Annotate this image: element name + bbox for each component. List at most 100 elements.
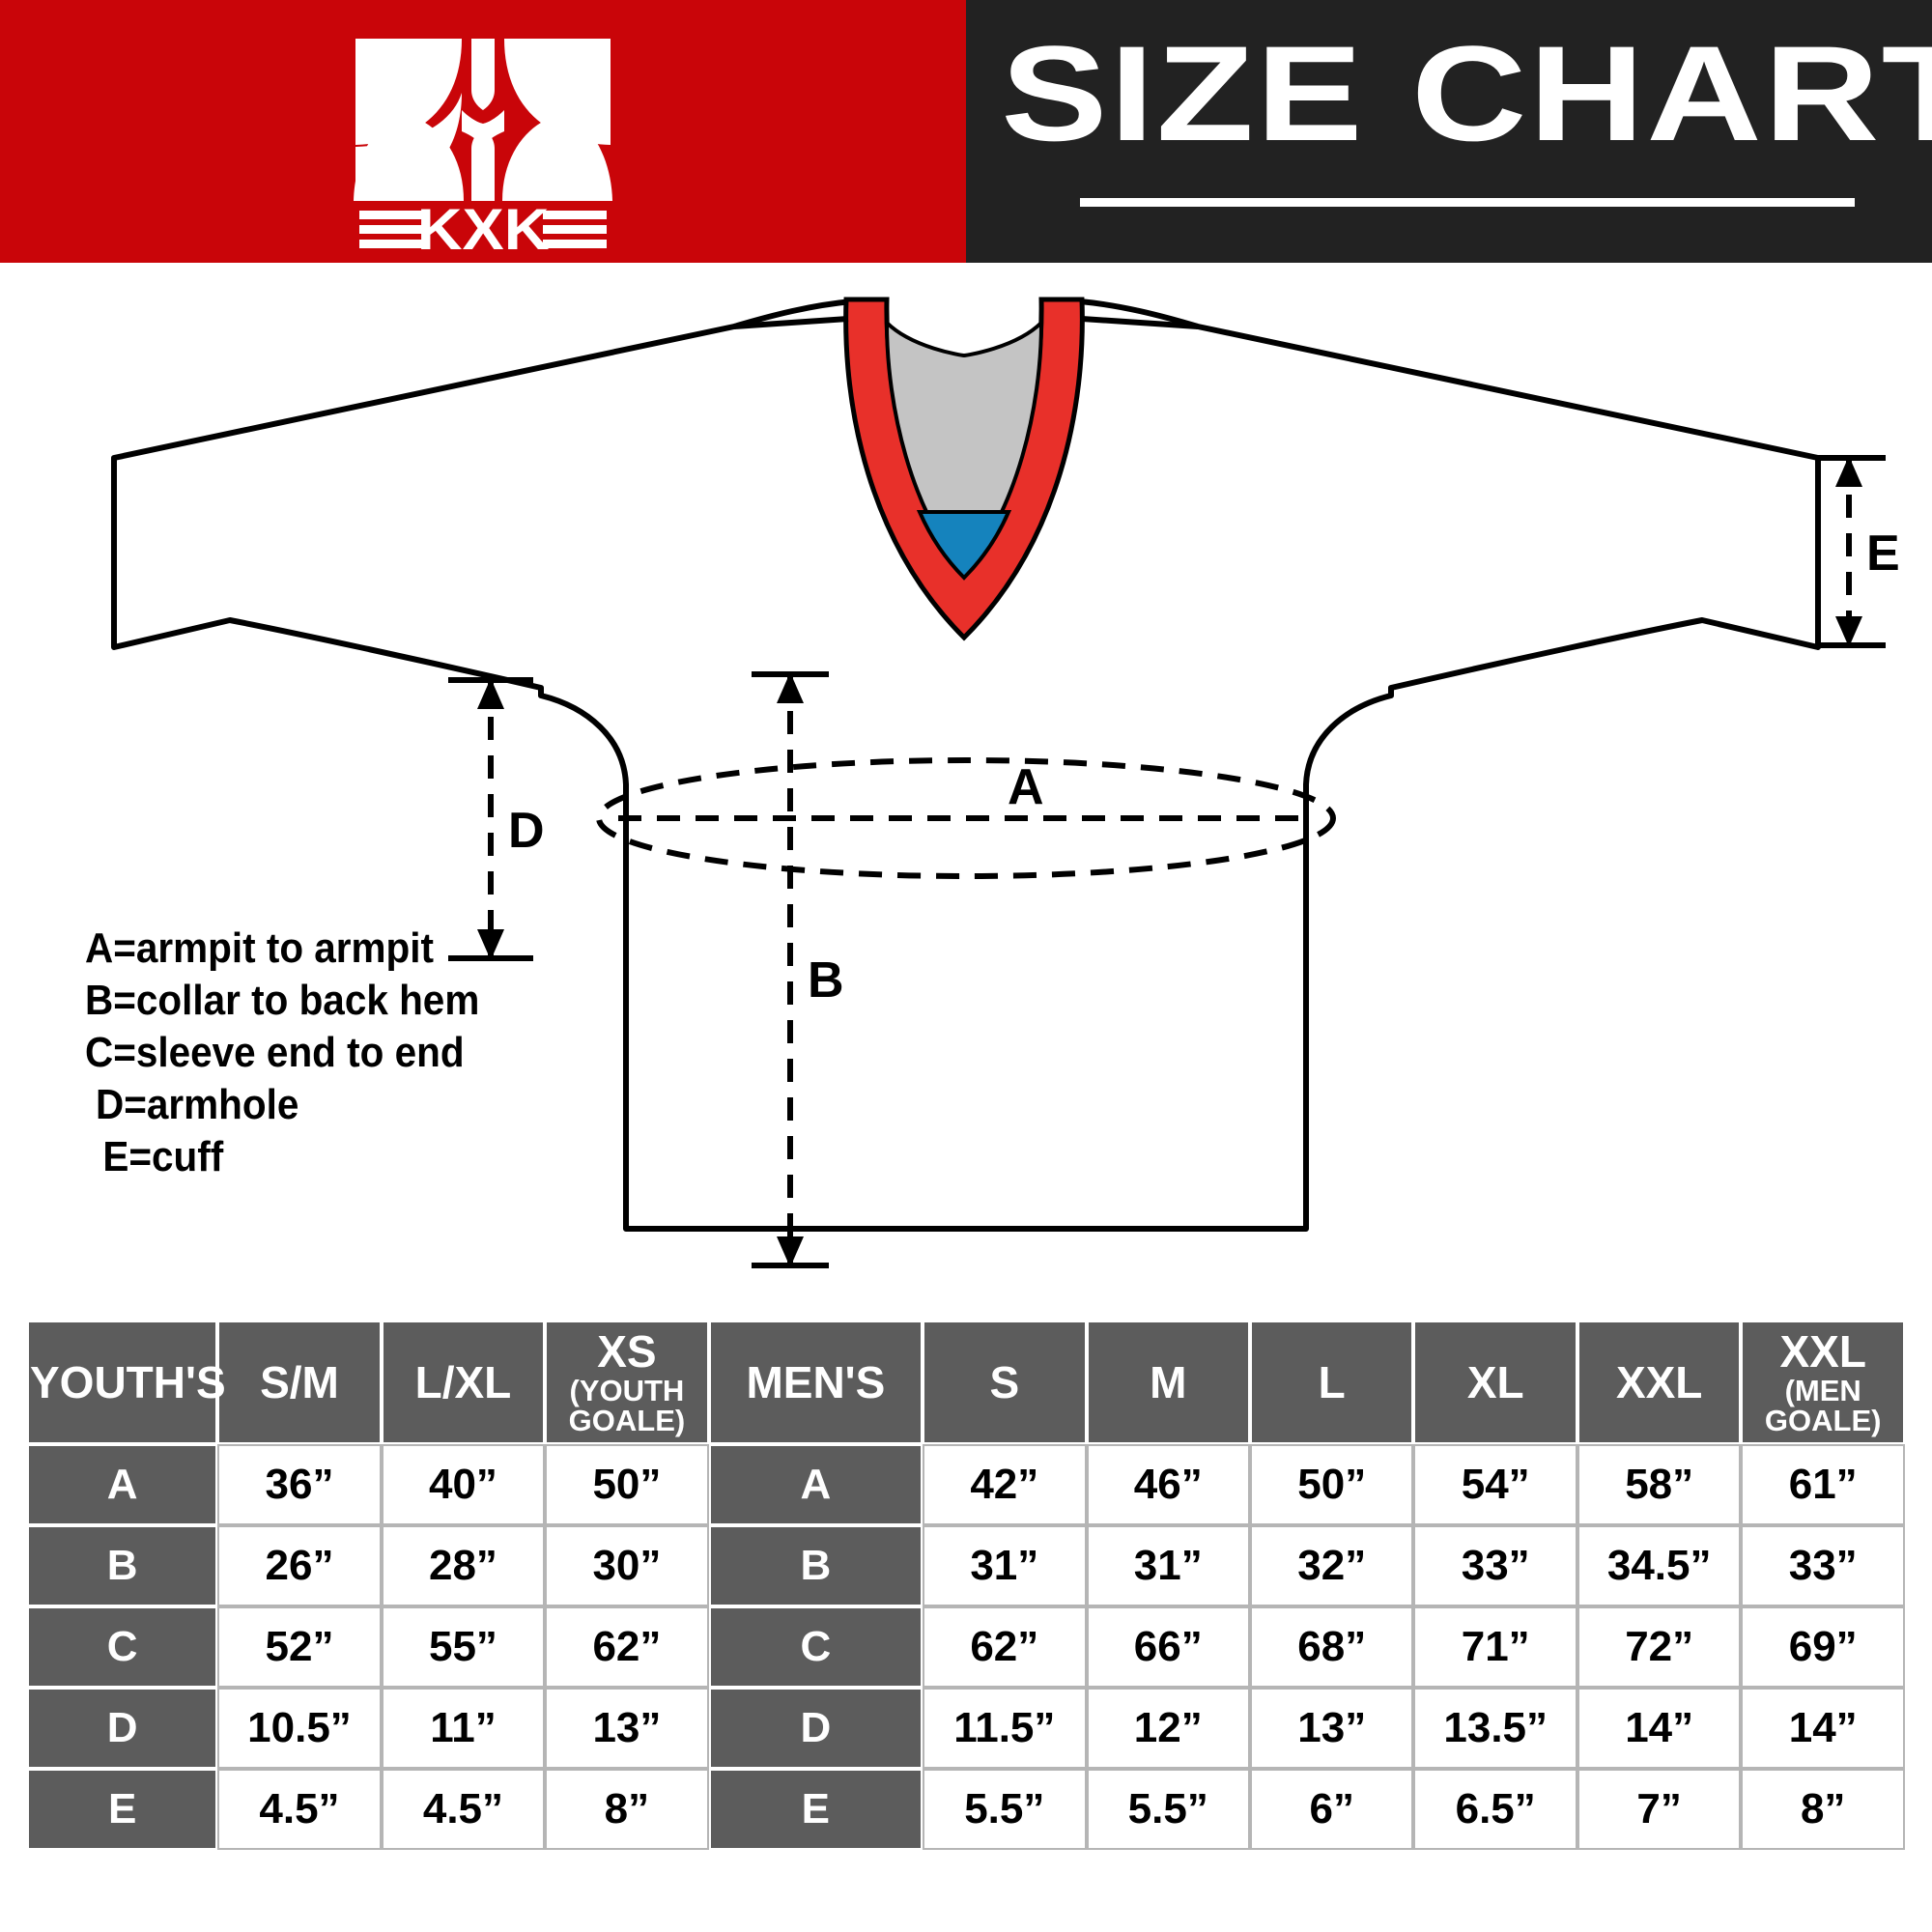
table-row: B 26” 28” 30” B 31” 31” 32” 33” 34.5” 33” (29, 1527, 1903, 1605)
header-brand-panel: KXK (0, 0, 966, 263)
cell-youth-D-0: 10.5” (219, 1690, 380, 1767)
column-header-men-4: XXL (1578, 1322, 1740, 1442)
cell-youth-A-1: 40” (383, 1446, 544, 1523)
cell-youth-C-0: 52” (219, 1608, 380, 1686)
page-title-text: SIZE CHART (1001, 17, 1932, 169)
shoulder-seam-left (733, 316, 849, 329)
cell-youth-A-0: 36” (219, 1446, 380, 1523)
cell-men-C-2: 68” (1252, 1608, 1412, 1686)
column-header-men-2: L (1252, 1322, 1412, 1442)
column-header-youth-2: XS (YOUTH GOALE) (547, 1322, 707, 1442)
row-label-youth-E: E (29, 1771, 216, 1848)
cell-youth-B-1: 28” (383, 1527, 544, 1605)
cell-youth-E-0: 4.5” (219, 1771, 380, 1848)
legend-line-e: E=cuff (102, 1133, 224, 1181)
collar-inner (884, 318, 1044, 573)
column-header-men-3: XL (1415, 1322, 1576, 1442)
cell-men-D-0: 11.5” (924, 1690, 1085, 1767)
cell-men-A-3: 54” (1415, 1446, 1576, 1523)
column-header-sub: (MEN GOALE) (1764, 1373, 1882, 1437)
cell-youth-E-1: 4.5” (383, 1771, 544, 1848)
measurement-legend: A=armpit to armpit B=collar to back hem … (85, 923, 636, 1184)
page-title: SIZE CHART (1001, 26, 1932, 161)
cell-men-B-4: 34.5” (1578, 1527, 1740, 1605)
kxk-logo: KXK (354, 39, 612, 249)
table-row: D 10.5” 11” 13” D 11.5” 12” 13” 13.5” 14” 14” (29, 1690, 1903, 1767)
cell-youth-B-2: 30” (547, 1527, 707, 1605)
page-header: KXK SIZE CHART (0, 0, 1932, 263)
cell-men-C-4: 72” (1578, 1608, 1740, 1686)
header-title-panel: SIZE CHART (966, 0, 1932, 263)
measure-e-arrow (1816, 455, 1886, 648)
cell-men-C-0: 62” (924, 1608, 1085, 1686)
measure-a-ellipse (596, 757, 1336, 879)
cell-youth-E-2: 8” (547, 1771, 707, 1848)
cell-men-B-0: 31” (924, 1527, 1085, 1605)
collar-tongue (916, 510, 1012, 581)
table-row: A 36” 40” 50” A 42” 46” 50” 54” 58” 61” (29, 1446, 1903, 1523)
label-a: A (1008, 759, 1044, 815)
cell-men-C-3: 71” (1415, 1608, 1576, 1686)
column-header-youth-0: S/M (219, 1322, 380, 1442)
size-table-container: YOUTH'S S/M L/XL XS (YOUTH GOALE) MEN'S S M L XL XX… (25, 1319, 1907, 1852)
label-d: D (508, 803, 545, 859)
column-header-main: XS (597, 1326, 657, 1378)
column-header-youth-1: L/XL (383, 1322, 544, 1442)
column-header-mens: MEN'S (710, 1322, 922, 1442)
row-label-men-C: C (710, 1608, 922, 1686)
cell-youth-D-1: 11” (383, 1690, 544, 1767)
row-label-youth-D: D (29, 1690, 216, 1767)
row-label-men-E: E (710, 1771, 922, 1848)
size-table: YOUTH'S S/M L/XL XS (YOUTH GOALE) MEN'S S M L XL XX… (25, 1319, 1907, 1852)
cell-men-A-0: 42” (924, 1446, 1085, 1523)
row-label-youth-C: C (29, 1608, 216, 1686)
jersey-outline (111, 298, 1821, 1232)
table-header-row: YOUTH'S S/M L/XL XS (YOUTH GOALE) MEN'S S M L XL XX… (29, 1322, 1903, 1442)
row-label-youth-B: B (29, 1527, 216, 1605)
cell-men-E-3: 6.5” (1415, 1771, 1576, 1848)
label-e: E (1866, 526, 1900, 582)
cell-men-B-5: 33” (1743, 1527, 1903, 1605)
cell-men-D-5: 14” (1743, 1690, 1903, 1767)
cell-men-E-2: 6” (1252, 1771, 1412, 1848)
cell-youth-D-2: 13” (547, 1690, 707, 1767)
measure-b-arrow (752, 671, 829, 1268)
cell-men-C-5: 69” (1743, 1608, 1903, 1686)
jersey-diagram-svg: C D B A E (111, 297, 1900, 1268)
cell-men-D-1: 12” (1088, 1690, 1248, 1767)
table-row: E 4.5” 4.5” 8” E 5.5” 5.5” 6” 6.5” 7” 8” (29, 1771, 1903, 1848)
cell-men-E-4: 7” (1578, 1771, 1740, 1848)
cell-youth-C-2: 62” (547, 1608, 707, 1686)
column-header-youths: YOUTH'S (29, 1322, 226, 1442)
cell-men-C-1: 66” (1088, 1608, 1248, 1686)
legend-line-c: C=sleeve end to end (85, 1029, 465, 1077)
column-header-men-5: XXL (MEN GOALE) (1743, 1322, 1903, 1442)
measure-d-arrow (448, 677, 533, 961)
cell-men-D-4: 14” (1578, 1690, 1740, 1767)
column-header-men-0: S (924, 1322, 1085, 1442)
cell-men-B-2: 32” (1252, 1527, 1412, 1605)
cell-men-E-0: 5.5” (924, 1771, 1085, 1848)
cell-men-E-1: 5.5” (1088, 1771, 1248, 1848)
cell-men-D-3: 13.5” (1415, 1690, 1576, 1767)
cell-youth-B-0: 26” (219, 1527, 380, 1605)
column-header-sub: (YOUTH GOALE) (568, 1373, 686, 1437)
cell-youth-C-1: 55” (383, 1608, 544, 1686)
cell-youth-A-2: 50” (547, 1446, 707, 1523)
row-label-men-A: A (710, 1446, 922, 1523)
row-label-youth-A: A (29, 1446, 216, 1523)
cell-men-B-3: 33” (1415, 1527, 1576, 1605)
legend-line-b: B=collar to back hem (85, 977, 480, 1025)
legend-line-d: D=armhole (96, 1081, 299, 1129)
table-row: C 52” 55” 62” C 62” 66” 68” 71” 72” 69” (29, 1608, 1903, 1686)
shoulder-seam-right (1081, 316, 1199, 329)
cell-men-A-1: 46” (1088, 1446, 1248, 1523)
kxk-wordmark: KXK (359, 197, 607, 249)
svg-text:KXK: KXK (417, 197, 550, 249)
cell-men-E-5: 8” (1743, 1771, 1903, 1848)
cell-men-A-5: 61” (1743, 1446, 1903, 1523)
cell-men-A-4: 58” (1578, 1446, 1740, 1523)
column-header-main: XXL (1779, 1326, 1866, 1378)
cell-men-B-1: 31” (1088, 1527, 1248, 1605)
cell-men-D-2: 13” (1252, 1690, 1412, 1767)
